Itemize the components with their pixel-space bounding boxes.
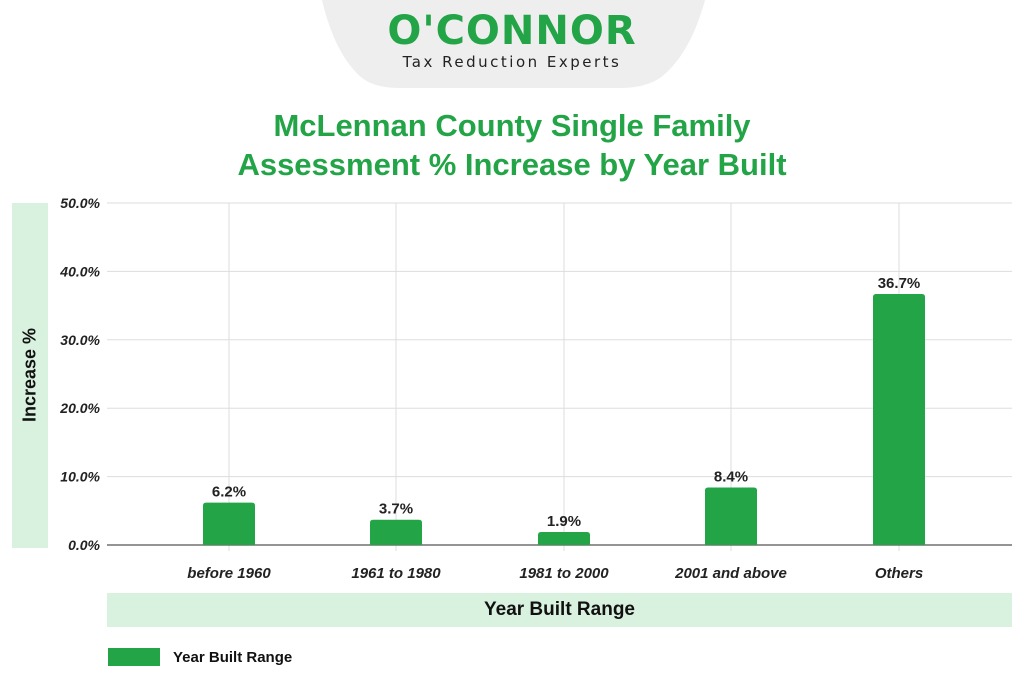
- brand-logo: O'CONNOR: [387, 8, 637, 54]
- bar-value-label: 8.4%: [714, 469, 748, 486]
- y-tick-label: 10.0%: [60, 469, 100, 485]
- legend-swatch: [108, 648, 160, 666]
- x-tick-label: before 1960: [187, 565, 271, 582]
- y-tick-label: 20.0%: [59, 400, 100, 416]
- bar-value-label: 36.7%: [878, 275, 921, 292]
- bar: [705, 487, 757, 545]
- bar: [873, 293, 925, 545]
- chart-title-line-2: Assessment % Increase by Year Built: [237, 147, 787, 182]
- legend-label: Year Built Range: [173, 648, 293, 666]
- y-tick-label: 50.0%: [60, 195, 100, 211]
- bar: [203, 502, 255, 545]
- bar-value-label: 3.7%: [379, 501, 413, 518]
- x-axis-band: [107, 593, 1012, 627]
- x-tick-label: 1961 to 1980: [351, 565, 441, 582]
- bar: [538, 532, 590, 545]
- x-axis-label: Year Built Range: [484, 599, 635, 620]
- brand-tagline: Tax Reduction Experts: [402, 53, 622, 71]
- chart-title-line-1: McLennan County Single Family: [273, 108, 751, 143]
- y-tick-label: 30.0%: [60, 332, 100, 348]
- bar-value-label: 6.2%: [212, 484, 246, 501]
- bar-value-label: 1.9%: [547, 513, 581, 530]
- x-tick-label: 1981 to 2000: [519, 565, 609, 582]
- legend: Year Built Range: [108, 648, 292, 666]
- x-tick-label: Others: [875, 565, 923, 582]
- y-tick-label: 40.0%: [59, 263, 100, 279]
- y-axis-band: [12, 203, 48, 548]
- chart-title: McLennan County Single Family Assessment…: [0, 106, 1024, 184]
- x-tick-label: 2001 and above: [674, 565, 787, 582]
- y-tick-label: 0.0%: [68, 537, 100, 553]
- bar: [370, 519, 422, 545]
